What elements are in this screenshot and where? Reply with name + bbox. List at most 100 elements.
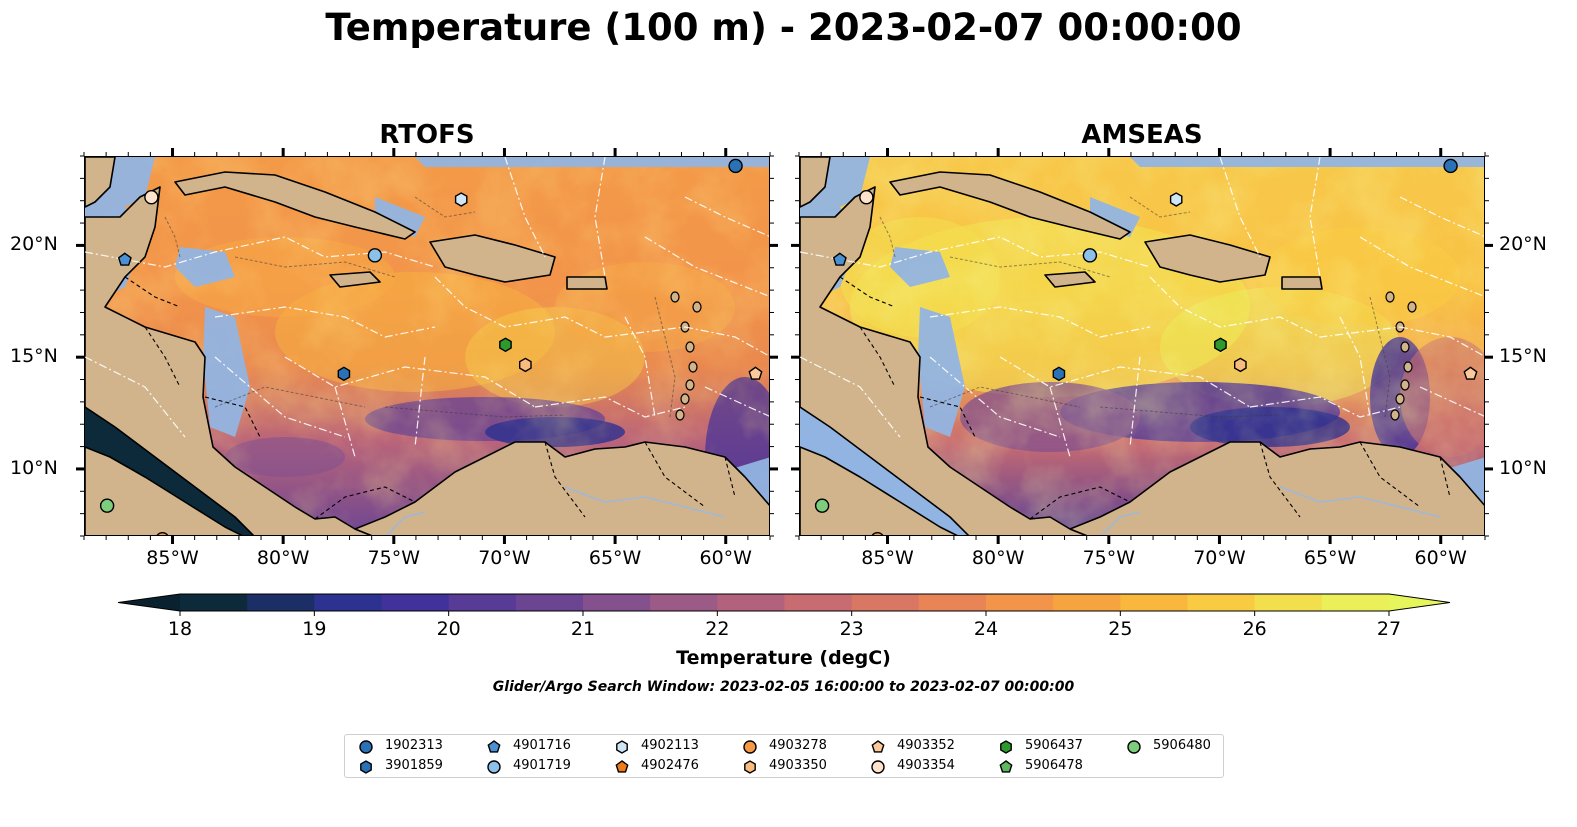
float-4901716-marker [117,252,132,266]
float-4903354-marker [859,190,874,205]
legend-label: 4903354 [897,758,955,773]
colorbar-swatch [986,594,1054,611]
colorbar-swatch [515,594,584,611]
colorbar-swatch [583,594,651,611]
float-5906437-marker [499,337,512,353]
legend-marker [359,740,373,754]
x-tick-label: 60°W [1414,547,1467,569]
land-5 [1044,271,1096,288]
circle-marker-icon [1127,740,1141,754]
colorbar-tick-label: 23 [839,618,864,640]
legend-label: 1902313 [385,738,443,753]
land-3 [1144,234,1271,283]
colorbar-swatch [381,594,450,611]
x-tick-label: 70°W [1193,547,1246,569]
legend-marker [871,760,885,774]
y-tick-label: 20°N [10,233,58,256]
colorbar-swatch [918,594,987,611]
legend-label: 4903352 [897,738,955,753]
colorbar-swatch [1187,594,1256,611]
float-1902313-marker [1443,158,1458,174]
colorbar-over-arrow [1389,594,1450,611]
colorbar-swatch [650,594,718,611]
land-4 [1281,276,1323,290]
y-tick-label: 10°N [10,456,58,479]
land-5 [329,271,381,288]
search-window-subtitle: Glider/Argo Search Window: 2023-02-05 16… [492,679,1075,695]
land-6 [85,157,116,208]
legend-label: 3901859 [385,758,443,773]
x-tick-label: 65°W [1303,547,1357,569]
pentagon-marker-icon [615,760,629,773]
pentagon-marker-icon [487,740,501,753]
pentagon-marker-icon [871,740,885,753]
float-5906480-marker [814,498,830,513]
map-1-canvas [800,157,1484,535]
hexagon-marker-icon [360,760,372,774]
colorbar-under-arrow [118,594,180,611]
colorbar-label: Temperature (degC) [676,647,891,669]
land-0 [85,186,373,535]
figure-title: Temperature (100 m) - 2023-02-07 00:00:0… [325,6,1242,49]
colorbar-tick-label: 21 [570,618,596,640]
colorbar-tick-label: 19 [302,618,327,640]
legend-marker [743,740,757,754]
legend-marker [487,760,501,774]
float-4903352-marker [748,366,763,380]
colorbar-tick-label: 27 [1376,618,1402,640]
colorbar-swatch [717,594,785,611]
land-0 [800,186,1088,535]
x-tick-label: 80°W [971,547,1025,569]
float-4903350-marker [1234,357,1247,373]
float-4901716-marker [832,252,847,266]
float-4903350-marker [519,357,532,373]
colorbar-tick-label: 26 [1242,618,1267,640]
colorbar-swatch [851,594,920,611]
legend-label: 4902476 [641,758,699,773]
y-tick-label: 15°N [1499,345,1547,368]
colorbar-swatch [784,594,853,611]
colorbar-swatch [314,594,382,611]
map-panel-rtofs[interactable] [84,156,770,536]
x-tick-label: 65°W [588,547,642,569]
colorbar-tick-label: 24 [973,618,999,640]
legend-label: 5906437 [1025,738,1083,753]
land-2 [889,171,1131,240]
legend-marker [487,740,501,753]
legend-marker [744,760,756,774]
colorbar-tick-label: 25 [1108,618,1133,640]
float-4901719-marker [367,248,383,263]
hexagon-marker-icon [744,760,756,774]
legend-label: 4903350 [769,758,827,773]
circle-marker-icon [871,760,885,774]
map-panel-amseas[interactable] [799,156,1485,536]
y-tick-label: 20°N [1499,233,1547,256]
float-3901859-marker [1052,366,1066,382]
y-tick-label: 10°N [1499,456,1547,479]
legend-label: 4903278 [769,738,827,753]
land-1 [1069,441,1484,535]
float-1902313-marker [728,158,743,174]
hexagon-marker-icon [1000,740,1012,754]
legend-marker [1000,740,1012,754]
y-tick-label: 15°N [10,345,58,368]
float-4903352-marker [1463,366,1478,380]
x-tick-label: 70°W [478,547,531,569]
legend-label: 4901716 [513,738,571,753]
legend-marker [616,740,628,754]
float-4902113-marker [454,192,468,207]
float-4903354-marker [144,190,159,205]
x-tick-label: 75°W [1082,547,1136,569]
x-tick-label: 80°W [256,547,310,569]
colorbar-swatch [1254,594,1323,611]
land-6 [800,157,831,208]
legend-label: 5906480 [1153,738,1211,753]
circle-marker-icon [743,740,757,754]
colorbar-swatch [1321,594,1390,611]
pentagon-marker-icon [999,760,1013,773]
float-legend: 1902313 3901859 4901716 4901719 4902113 49024… [344,734,1224,778]
float-4903278-marker [871,532,884,535]
float-4902113-marker [1169,192,1183,207]
float-4903278-marker [156,532,169,535]
